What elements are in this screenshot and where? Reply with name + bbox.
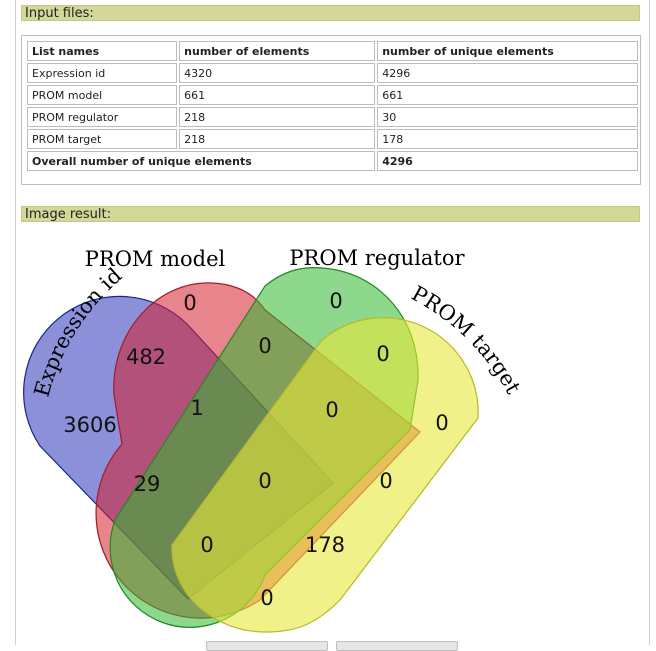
overall-value-cell: 4296 <box>377 151 638 171</box>
count-model-regulator: 0 <box>258 334 271 358</box>
count-all-four: 0 <box>258 469 271 493</box>
elements-cell: 218 <box>179 107 376 127</box>
set-label-prom-model: PROM model <box>85 247 226 271</box>
table-row: PROM model 661 661 <box>27 85 638 105</box>
list-name-cell: PROM regulator <box>27 107 178 127</box>
unique-elements-cell: 30 <box>377 107 638 127</box>
unique-elements-cell: 661 <box>377 85 638 105</box>
count-expression-model: 482 <box>126 345 166 369</box>
count-model-regulator-target: 0 <box>325 398 338 422</box>
count-expression-model-target: 178 <box>305 533 345 557</box>
count-expression-only: 3606 <box>63 413 116 437</box>
table-total-row: Overall number of unique elements 4296 <box>27 151 638 171</box>
count-expression-regulator: 29 <box>134 472 161 496</box>
count-expression-model-regulator: 1 <box>190 396 203 420</box>
count-model-target: 0 <box>379 469 392 493</box>
table-header-row: List names number of elements number of … <box>27 41 638 61</box>
elements-cell: 661 <box>179 85 376 105</box>
elements-cell: 218 <box>179 129 376 149</box>
table-row: PROM target 218 178 <box>27 129 638 149</box>
set-shape-prom-target <box>171 317 479 633</box>
input-files-table-frame: List names number of elements number of … <box>21 35 641 185</box>
header-number-of-unique-elements: number of unique elements <box>377 41 638 61</box>
input-files-table: List names number of elements number of … <box>25 39 640 173</box>
venn-diagram: PROM model PROM regulator Expression id … <box>23 246 526 633</box>
input-files-header: Input files: <box>21 5 640 21</box>
table-row: PROM regulator 218 30 <box>27 107 638 127</box>
image-result-header: Image result: <box>21 206 640 222</box>
table-row: Expression id 4320 4296 <box>27 63 638 83</box>
overall-label-cell: Overall number of unique elements <box>27 151 376 171</box>
list-name-cell: Expression id <box>27 63 178 83</box>
count-model-only: 0 <box>183 291 196 315</box>
header-list-names: List names <box>27 41 178 61</box>
bottom-button-left[interactable] <box>206 641 328 651</box>
header-number-of-elements: number of elements <box>179 41 376 61</box>
count-regulator-only: 0 <box>329 289 342 313</box>
bottom-button-right[interactable] <box>336 641 458 651</box>
count-expression-regulator-target: 0 <box>260 586 273 610</box>
elements-cell: 4320 <box>179 63 376 83</box>
list-name-cell: PROM target <box>27 129 178 149</box>
list-name-cell: PROM model <box>27 85 178 105</box>
count-target-only: 0 <box>435 411 448 435</box>
count-expression-target: 0 <box>200 533 213 557</box>
set-label-prom-regulator: PROM regulator <box>289 246 465 270</box>
unique-elements-cell: 178 <box>377 129 638 149</box>
count-regulator-target: 0 <box>376 342 389 366</box>
unique-elements-cell: 4296 <box>377 63 638 83</box>
